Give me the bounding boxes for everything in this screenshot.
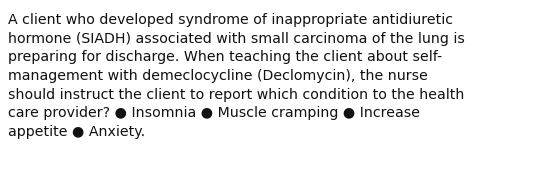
Text: A client who developed syndrome of inappropriate antidiuretic
hormone (SIADH) as: A client who developed syndrome of inapp…	[8, 13, 465, 139]
